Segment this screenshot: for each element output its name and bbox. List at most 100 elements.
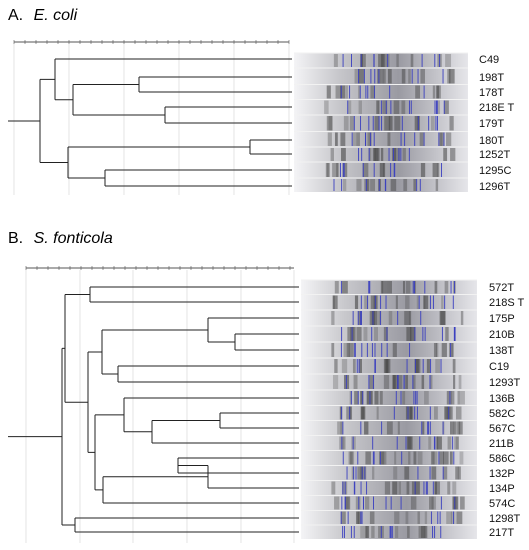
gel-band (432, 163, 439, 177)
gel-band (434, 406, 438, 420)
gel-band (440, 132, 443, 146)
gel-band (407, 436, 413, 450)
gel-band (431, 496, 436, 510)
sample-label: 217T (489, 527, 514, 539)
gel-band (345, 496, 349, 510)
gel-band (368, 132, 372, 146)
gel-band (405, 406, 412, 420)
sample-label: 582C (489, 408, 515, 420)
gel-band (352, 327, 355, 341)
gel-band (439, 451, 444, 465)
gel-band (402, 391, 406, 405)
gel-band (430, 451, 435, 465)
gel-band (414, 481, 420, 495)
gel-band (381, 54, 386, 67)
gel-band (326, 116, 333, 131)
panel-a-scale-grid (13, 40, 290, 195)
gel-band (334, 496, 340, 510)
gel-band (360, 54, 366, 67)
gel-band (410, 406, 414, 420)
gel-band (349, 451, 353, 465)
gel-band (436, 85, 440, 99)
gel-band (411, 481, 416, 495)
gel-band (393, 148, 396, 161)
gel-band (342, 179, 347, 191)
gel-band (334, 132, 338, 146)
gel-band (446, 132, 452, 146)
gel-band (404, 311, 410, 325)
gel-band (390, 179, 397, 191)
gel-band (331, 481, 336, 495)
gel-band (386, 54, 390, 67)
gel-band (342, 163, 348, 177)
sample-label: 572T (489, 282, 514, 294)
gel-band (366, 526, 370, 538)
gel-band (347, 327, 352, 341)
gel-band (417, 451, 423, 465)
gel-band (443, 466, 448, 480)
gel-band (376, 406, 379, 420)
gel-band (413, 179, 417, 191)
gel-band (446, 511, 453, 524)
gel-band (432, 85, 436, 99)
sample-label: 1298T (489, 513, 520, 525)
gel-band (370, 295, 377, 309)
gel-band (326, 163, 330, 177)
gel-band (446, 391, 452, 405)
gel-band (459, 391, 465, 405)
gel-lane (301, 525, 477, 539)
gel-band (349, 406, 353, 420)
gel-band (452, 359, 456, 373)
gel-band (376, 100, 379, 114)
gel-band (449, 116, 454, 131)
gel-band (458, 375, 462, 389)
gel-band (460, 496, 465, 510)
gel-band (422, 421, 425, 435)
gel-band (408, 451, 411, 465)
gel-band (382, 69, 385, 84)
gel-band (358, 85, 361, 99)
gel-band (443, 451, 449, 465)
gel-band (381, 54, 388, 67)
gel-band (346, 406, 352, 420)
panel-b-organism: S. fonticola (34, 230, 113, 247)
gel-band (432, 451, 438, 465)
gel-band (343, 343, 349, 357)
gel-band (448, 69, 455, 84)
gel-band (436, 436, 442, 450)
gel-band (447, 406, 453, 420)
gel-band (358, 100, 363, 114)
gel-band (404, 466, 410, 480)
gel-band (357, 466, 364, 480)
gel-band (423, 526, 428, 538)
gel-band (418, 526, 424, 538)
gel-band (372, 148, 379, 161)
gel-band (396, 54, 399, 67)
gel-lane (301, 294, 477, 310)
gel-band (445, 327, 449, 341)
gel-band (398, 481, 402, 495)
gel-band (394, 451, 397, 465)
gel-band (409, 327, 416, 341)
gel-band (352, 132, 357, 146)
gel-band (455, 466, 459, 480)
gel-band (360, 466, 367, 480)
gel-band (434, 281, 438, 294)
gel-band (331, 343, 335, 357)
gel-band (328, 116, 333, 131)
panel-a-letter: A. (8, 7, 23, 24)
gel-band (360, 526, 366, 538)
gel-lane (301, 310, 477, 326)
gel-band (459, 421, 463, 435)
gel-band (460, 311, 464, 325)
gel-band (384, 116, 391, 131)
gel-band (450, 421, 455, 435)
gel-band (402, 281, 406, 294)
gel-lane (301, 435, 477, 451)
gel-band (402, 148, 406, 161)
gel-band (405, 295, 410, 309)
gel-band (449, 451, 453, 465)
gel-band (355, 496, 361, 510)
gel-lane (301, 326, 477, 342)
gel-band (348, 100, 352, 114)
